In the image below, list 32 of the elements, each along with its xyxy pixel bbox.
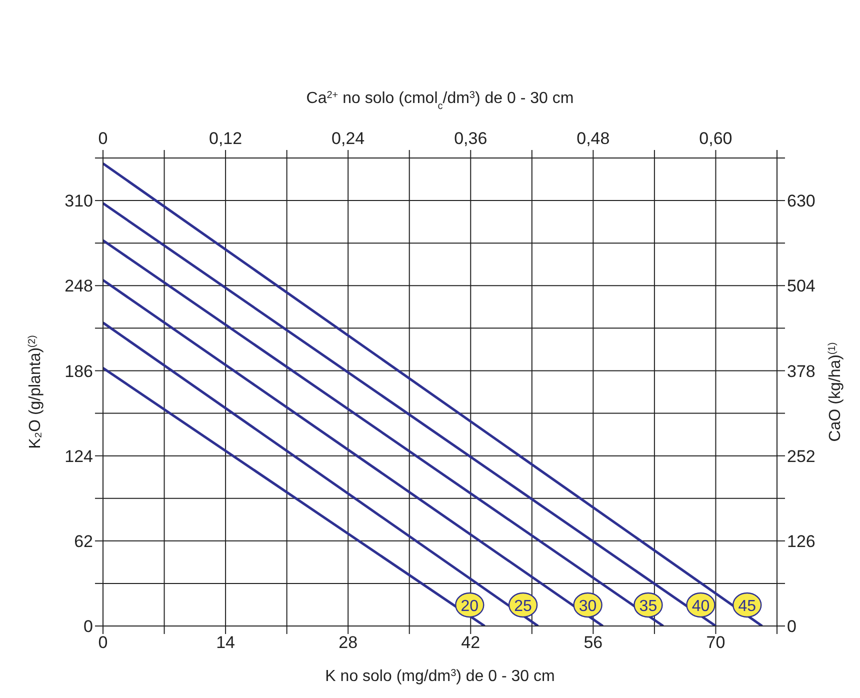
series-label: 20 (460, 598, 479, 615)
y2-tick-label: 252 (787, 446, 816, 466)
y2-tick-label: 504 (787, 276, 816, 296)
legend-label: 35 (639, 598, 658, 615)
y-tick-label: 62 (74, 532, 93, 551)
x-axis-title: K no solo (mg/dm$^{3}$) de 0 - 30 cm (325, 668, 555, 685)
x2-tick-label: 0,24 (332, 129, 365, 148)
x2-tick-label: 0,60 (699, 129, 732, 148)
x-tick-label: 70 (706, 633, 726, 652)
x-tick-label: 28 (338, 633, 358, 652)
y-tick-label: 310 (64, 192, 93, 211)
x2-tick-label: 0,48 (576, 129, 610, 148)
x2-tick-label: 0,36 (454, 129, 488, 148)
legend-label: 45 (738, 598, 756, 615)
y2-tick-label: 378 (787, 362, 816, 381)
y-tick-label: 248 (64, 276, 93, 296)
series-label: 30 (578, 598, 597, 615)
legend-label: 40 (692, 598, 710, 615)
legend-label: 25 (514, 598, 532, 615)
x-tick-label: 0 (98, 633, 108, 652)
x2-tick-label: 0,12 (209, 129, 242, 148)
x-tick-label: 42 (461, 633, 480, 652)
y-tick-label: 186 (64, 362, 93, 381)
x-tick-label: 56 (584, 633, 603, 652)
y2-tick-label: 0 (787, 617, 796, 636)
x2-tick-label: 0 (98, 129, 108, 148)
y2-tick-label: 126 (787, 532, 816, 551)
y-tick-label: 0 (84, 617, 93, 636)
x2-axis-title: Ca$^{2+}$ no solo (cmol$_{c}$/dm$^{3}$) de 0 - 30 cm (306, 90, 574, 112)
y2-tick-label: 630 (787, 192, 816, 211)
y-tick-label: 124 (64, 446, 93, 466)
x-tick-label: 14 (216, 633, 236, 652)
